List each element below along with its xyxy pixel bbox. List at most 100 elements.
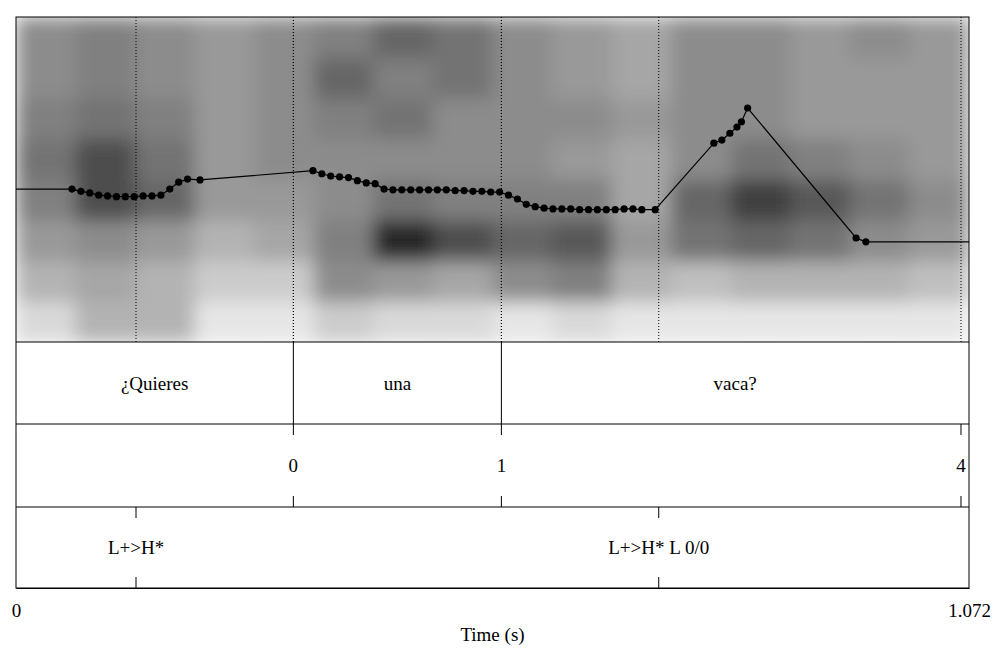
spectrogram-cell bbox=[373, 139, 433, 180]
pitch-point bbox=[434, 186, 441, 193]
point-tick bbox=[658, 577, 659, 588]
spectrogram-cell bbox=[909, 17, 969, 58]
spectrogram-cell bbox=[850, 17, 910, 58]
spectrogram-cell bbox=[254, 301, 314, 342]
pitch-point bbox=[363, 179, 370, 186]
spectrogram-cell bbox=[16, 17, 76, 58]
spectrogram-cell bbox=[671, 139, 731, 180]
spectrogram-cell bbox=[16, 220, 76, 261]
spectrogram-cell bbox=[671, 301, 731, 342]
spectrogram-cell bbox=[195, 139, 255, 180]
spectrogram-cell bbox=[671, 98, 731, 139]
pitch-point bbox=[469, 188, 476, 195]
spectrogram-cell bbox=[850, 139, 910, 180]
x-axis-title: Time (s) bbox=[460, 624, 524, 646]
spectrogram-cell bbox=[790, 17, 850, 58]
spectrogram-cell bbox=[612, 301, 672, 342]
spectrogram-cell bbox=[433, 58, 493, 99]
spectrogram-cell bbox=[76, 139, 136, 180]
pitch-point bbox=[77, 188, 84, 195]
pitch-point bbox=[104, 192, 111, 199]
spectrogram-cell bbox=[552, 261, 612, 302]
frame bbox=[16, 17, 969, 588]
spectrogram-cell bbox=[373, 180, 433, 221]
spectrogram-cell bbox=[135, 261, 195, 302]
spectrogram-cell bbox=[433, 180, 493, 221]
point-label: L+>H* L 0/0 bbox=[608, 537, 709, 558]
boundary-line bbox=[293, 17, 294, 342]
pitch-point bbox=[523, 201, 530, 208]
pitch-point bbox=[372, 180, 379, 187]
spectrogram-cell bbox=[909, 139, 969, 180]
pitch-point bbox=[487, 189, 494, 196]
pitch-point bbox=[549, 205, 556, 212]
pitch-point bbox=[718, 137, 725, 144]
spectrogram-cell bbox=[493, 220, 553, 261]
spectrogram-cell bbox=[314, 220, 374, 261]
spectrogram-cell bbox=[612, 98, 672, 139]
boundary-line bbox=[136, 17, 137, 342]
spectrogram-cell bbox=[671, 261, 731, 302]
spectrogram-cell bbox=[790, 180, 850, 221]
pitch-point bbox=[86, 189, 93, 196]
pitch-contour bbox=[16, 104, 969, 245]
pitch-point bbox=[196, 176, 203, 183]
point-tick bbox=[501, 496, 502, 507]
pitch-point bbox=[505, 192, 512, 199]
spectrogram-cell bbox=[195, 220, 255, 261]
boundary-line bbox=[960, 17, 961, 342]
tier-separator bbox=[16, 507, 969, 508]
spectrogram-cell bbox=[76, 301, 136, 342]
spectrogram-cell bbox=[552, 301, 612, 342]
point-tick bbox=[293, 496, 294, 507]
spectrogram-cell bbox=[254, 180, 314, 221]
pitch-point bbox=[862, 238, 869, 245]
spectrogram-cell bbox=[909, 220, 969, 261]
spectrogram-cell bbox=[433, 139, 493, 180]
boundary-line bbox=[293, 17, 294, 342]
spectrogram-cell bbox=[135, 139, 195, 180]
spectrogram-cell bbox=[671, 17, 731, 58]
pitch-point bbox=[612, 206, 619, 213]
spectrogram-cell bbox=[135, 17, 195, 58]
spectrogram-cell bbox=[909, 261, 969, 302]
spectrogram-cell bbox=[16, 98, 76, 139]
spectrogram-cell bbox=[135, 301, 195, 342]
spectrogram-cell bbox=[552, 220, 612, 261]
spectrogram-cell bbox=[314, 180, 374, 221]
spectrogram-cell bbox=[16, 139, 76, 180]
pitch-point bbox=[148, 192, 155, 199]
spectrogram-cell bbox=[76, 17, 136, 58]
spectrogram-cell bbox=[612, 17, 672, 58]
pitch-point bbox=[380, 185, 387, 192]
spectrogram-cell bbox=[850, 58, 910, 99]
spectrogram-cell bbox=[314, 17, 374, 58]
spectrogram-cell bbox=[909, 180, 969, 221]
spectrogram-cell bbox=[314, 301, 374, 342]
pitch-line bbox=[72, 108, 866, 242]
spectrogram-cell bbox=[790, 220, 850, 261]
pitch-point bbox=[175, 179, 182, 186]
spectrogram-cell bbox=[671, 220, 731, 261]
spectrogram-cell bbox=[76, 261, 136, 302]
spectrogram-cell bbox=[76, 98, 136, 139]
pitch-point bbox=[567, 205, 574, 212]
spectrogram-cell bbox=[612, 220, 672, 261]
spectrogram-cell bbox=[552, 17, 612, 58]
spectrogram-cell bbox=[16, 180, 76, 221]
spectrogram-cell bbox=[731, 261, 791, 302]
spectrogram-cell bbox=[314, 58, 374, 99]
x-tick-label: 0 bbox=[12, 600, 22, 621]
spectrogram-cell bbox=[373, 17, 433, 58]
spectrogram-cell bbox=[195, 17, 255, 58]
pitch-point bbox=[389, 186, 396, 193]
point-label: L+>H* bbox=[108, 537, 164, 558]
interval-label: vaca? bbox=[714, 373, 757, 394]
pitch-point bbox=[603, 206, 610, 213]
spectrogram-cell bbox=[731, 301, 791, 342]
pitch-point bbox=[738, 118, 745, 125]
spectrogram-cell bbox=[552, 139, 612, 180]
spectrogram-cell bbox=[612, 139, 672, 180]
boundary-line bbox=[501, 17, 502, 342]
pitch-point bbox=[638, 206, 645, 213]
